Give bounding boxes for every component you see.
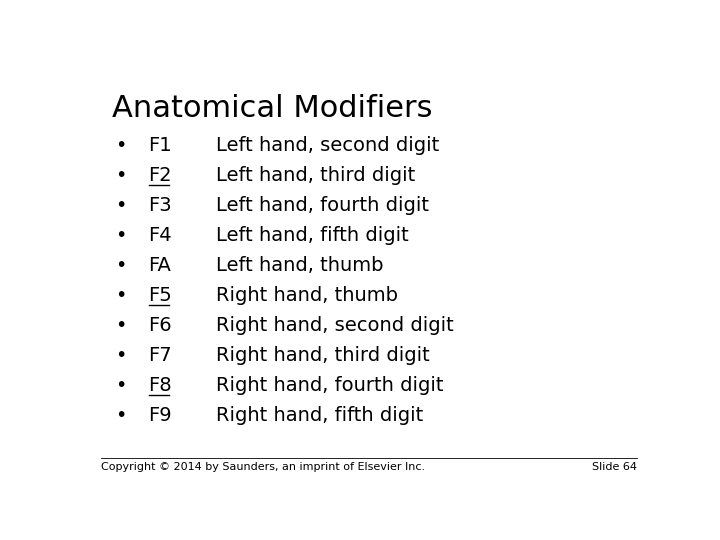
Text: F6: F6 [148, 316, 172, 335]
Text: •: • [115, 256, 127, 275]
Text: •: • [115, 166, 127, 185]
Text: F4: F4 [148, 226, 172, 245]
Text: Slide 64: Slide 64 [592, 462, 637, 472]
Text: Left hand, third digit: Left hand, third digit [215, 166, 415, 185]
Text: •: • [115, 376, 127, 395]
Text: Right hand, thumb: Right hand, thumb [215, 286, 397, 305]
Text: F8: F8 [148, 376, 172, 395]
Text: Left hand, fifth digit: Left hand, fifth digit [215, 226, 408, 245]
Text: •: • [115, 286, 127, 305]
Text: Anatomical Modifiers: Anatomical Modifiers [112, 94, 433, 123]
Text: •: • [115, 406, 127, 425]
Text: •: • [115, 196, 127, 215]
Text: F7: F7 [148, 346, 172, 365]
Text: Right hand, fifth digit: Right hand, fifth digit [215, 406, 423, 425]
Text: F3: F3 [148, 196, 172, 215]
Text: FA: FA [148, 256, 171, 275]
Text: •: • [115, 346, 127, 365]
Text: •: • [115, 316, 127, 335]
Text: F1: F1 [148, 137, 172, 156]
Text: F5: F5 [148, 286, 172, 305]
Text: F2: F2 [148, 166, 172, 185]
Text: F9: F9 [148, 406, 172, 425]
Text: •: • [115, 137, 127, 156]
Text: Right hand, third digit: Right hand, third digit [215, 346, 429, 365]
Text: Right hand, fourth digit: Right hand, fourth digit [215, 376, 443, 395]
Text: Right hand, second digit: Right hand, second digit [215, 316, 454, 335]
Text: Copyright © 2014 by Saunders, an imprint of Elsevier Inc.: Copyright © 2014 by Saunders, an imprint… [101, 462, 426, 472]
Text: Left hand, second digit: Left hand, second digit [215, 137, 438, 156]
Text: Left hand, thumb: Left hand, thumb [215, 256, 383, 275]
Text: •: • [115, 226, 127, 245]
Text: Left hand, fourth digit: Left hand, fourth digit [215, 196, 428, 215]
